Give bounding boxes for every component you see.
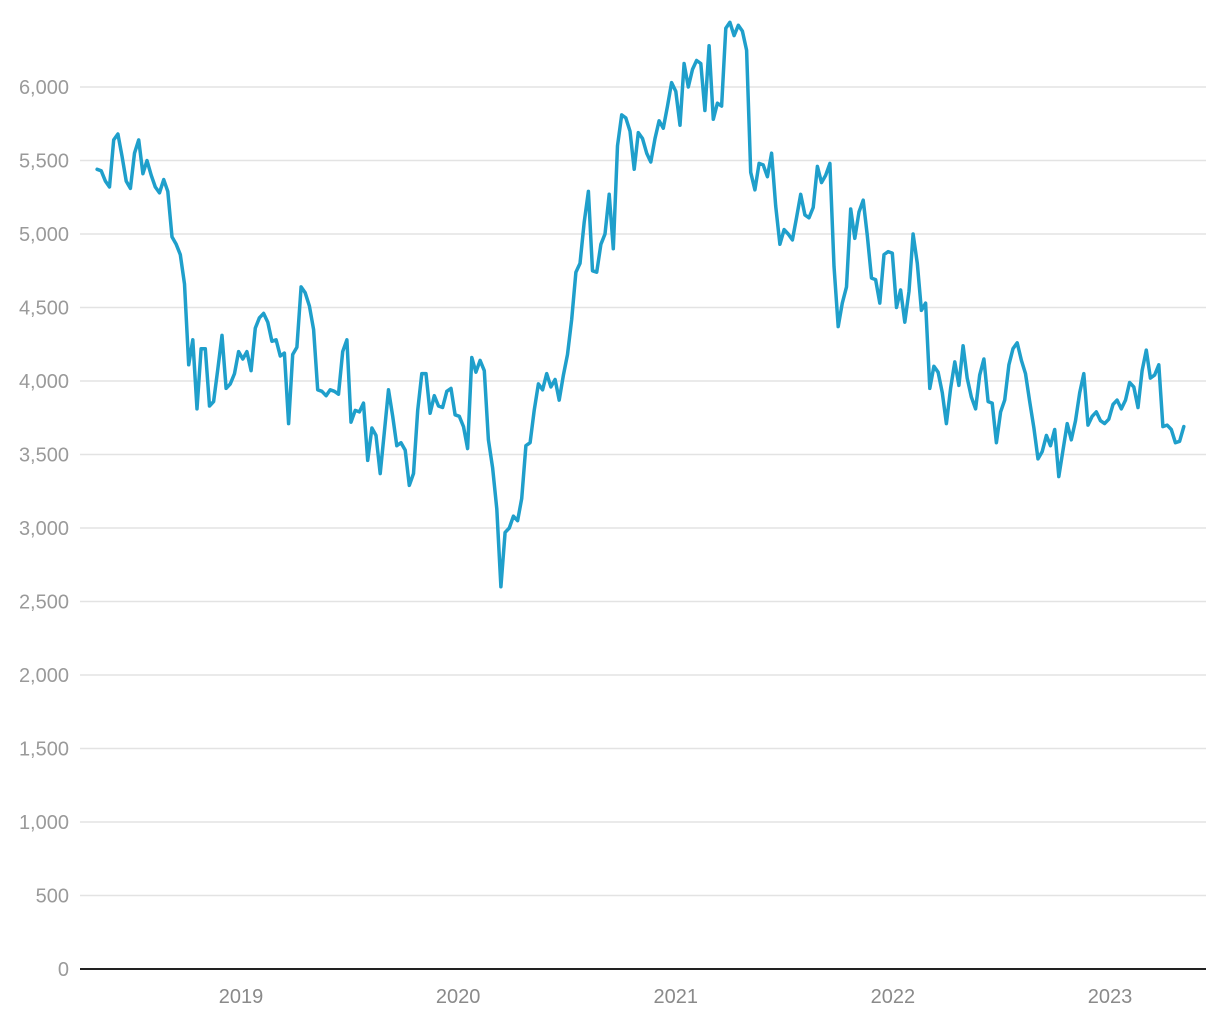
series-line <box>95 20 1186 589</box>
x-tick-label: 2021 <box>654 986 699 1008</box>
y-tick-label: 2,500 <box>19 592 69 614</box>
y-tick-label: 0 <box>58 959 69 981</box>
y-tick-label: 3,000 <box>19 518 69 540</box>
y-tick-label: 4,000 <box>19 371 69 393</box>
x-tick-label: 2020 <box>436 986 481 1008</box>
y-tick-label: 5,500 <box>19 151 69 173</box>
y-tick-label: 2,000 <box>19 665 69 687</box>
x-tick-label: 2023 <box>1088 986 1133 1008</box>
y-tick-label: 5,000 <box>19 224 69 246</box>
x-tick-label: 2022 <box>871 986 916 1008</box>
y-axis-tick-labels: 0 500 1,000 1,500 2,000 2,500 3,000 3,500 4,000 4… <box>19 77 69 981</box>
y-tick-label: 3,500 <box>19 445 69 467</box>
y-tick-label: 4,500 <box>19 298 69 320</box>
y-tick-label: 6,000 <box>19 77 69 99</box>
y-tick-label: 1,500 <box>19 739 69 761</box>
y-tick-label: 1,000 <box>19 812 69 834</box>
y-tick-label: 500 <box>36 886 69 908</box>
x-tick-label: 2019 <box>219 986 264 1008</box>
gridlines <box>80 86 1206 897</box>
x-axis-tick-labels: 2019 2020 2021 2022 2023 <box>219 986 1133 1008</box>
